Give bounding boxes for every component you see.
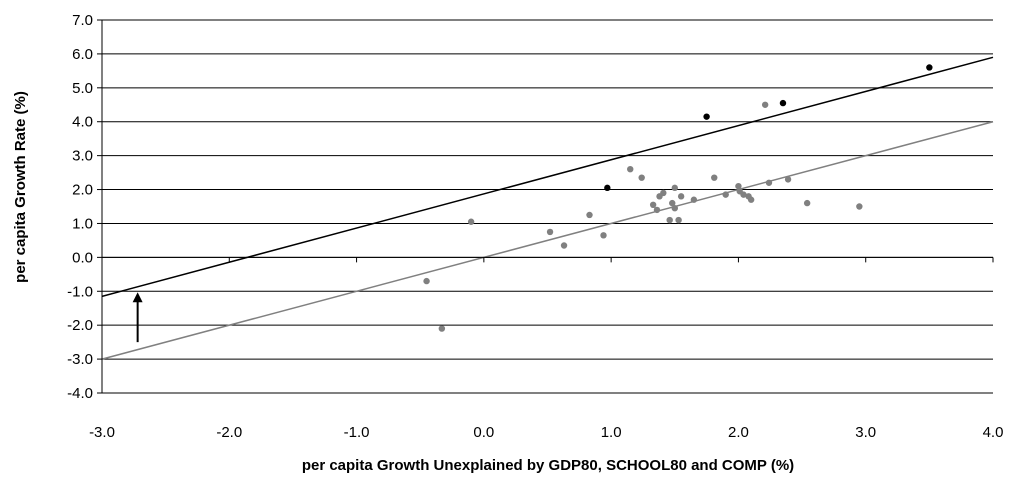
y-tick-label: 0.0	[72, 249, 93, 266]
data-point	[711, 174, 718, 181]
x-tick-label: 3.0	[855, 424, 876, 441]
x-tick-label: 1.0	[601, 424, 622, 441]
axes	[97, 19, 994, 394]
trend-lines	[101, 56, 994, 360]
data-points	[423, 64, 933, 332]
data-point	[666, 216, 673, 224]
data-point	[675, 216, 682, 224]
y-tick-label: -2.0	[67, 317, 93, 334]
y-tick-label: 7.0	[72, 12, 93, 29]
x-tick-label: 0.0	[473, 424, 494, 441]
data-point	[740, 191, 747, 198]
y-tick-labels: -4.0 -3.0 -2.0 -1.0 0.0 1.0 2.0 3.0 4.0 5.0 6.0 7.0	[67, 12, 93, 402]
data-point	[560, 242, 568, 249]
data-point	[926, 64, 933, 71]
data-point	[722, 191, 729, 198]
data-point	[438, 325, 446, 332]
data-point	[600, 232, 607, 239]
data-point	[669, 199, 676, 207]
x-tick-labels: -3.0 -2.0 -1.0 0.0 1.0 2.0 3.0 4.0	[89, 424, 1003, 441]
data-point	[546, 228, 554, 236]
x-tick-label: -1.0	[344, 424, 370, 441]
y-tick-label: 6.0	[72, 46, 93, 63]
x-tick-label: 4.0	[983, 424, 1004, 441]
trend-line	[101, 121, 994, 360]
y-axis-title: per capita Growth Rate (%)	[12, 91, 29, 283]
data-point	[653, 206, 661, 214]
data-point	[586, 211, 593, 219]
data-point	[761, 101, 769, 108]
y-tick-label: -3.0	[67, 351, 93, 368]
data-point	[779, 99, 787, 107]
x-axis-title: per capita Growth Unexplained by GDP80, …	[302, 457, 794, 474]
y-tick-label: 3.0	[72, 148, 93, 165]
data-point	[627, 166, 634, 173]
x-tick-label: -3.0	[89, 424, 115, 441]
y-tick-label: 1.0	[72, 215, 93, 232]
x-tick-label: 2.0	[728, 424, 749, 441]
y-tick-label: -1.0	[67, 283, 93, 300]
data-point	[649, 201, 657, 209]
data-point	[604, 184, 611, 192]
data-point	[856, 203, 863, 210]
data-point	[671, 184, 678, 192]
trend-line	[101, 56, 994, 298]
y-tick-label: 5.0	[72, 80, 93, 97]
data-point	[803, 199, 811, 207]
data-point	[423, 277, 430, 285]
data-point	[638, 174, 645, 181]
data-point	[784, 176, 792, 183]
data-point	[735, 182, 742, 190]
y-tick-label: 4.0	[72, 114, 93, 131]
data-point	[747, 196, 755, 203]
x-tick-label: -2.0	[216, 424, 242, 441]
data-point	[765, 179, 773, 186]
data-point	[660, 189, 667, 197]
data-point	[671, 204, 678, 212]
y-tick-label: -4.0	[67, 385, 93, 402]
data-point	[677, 193, 685, 200]
y-tick-label: 2.0	[72, 182, 93, 199]
data-point	[703, 113, 710, 120]
data-point	[690, 196, 698, 203]
data-point	[467, 218, 475, 225]
